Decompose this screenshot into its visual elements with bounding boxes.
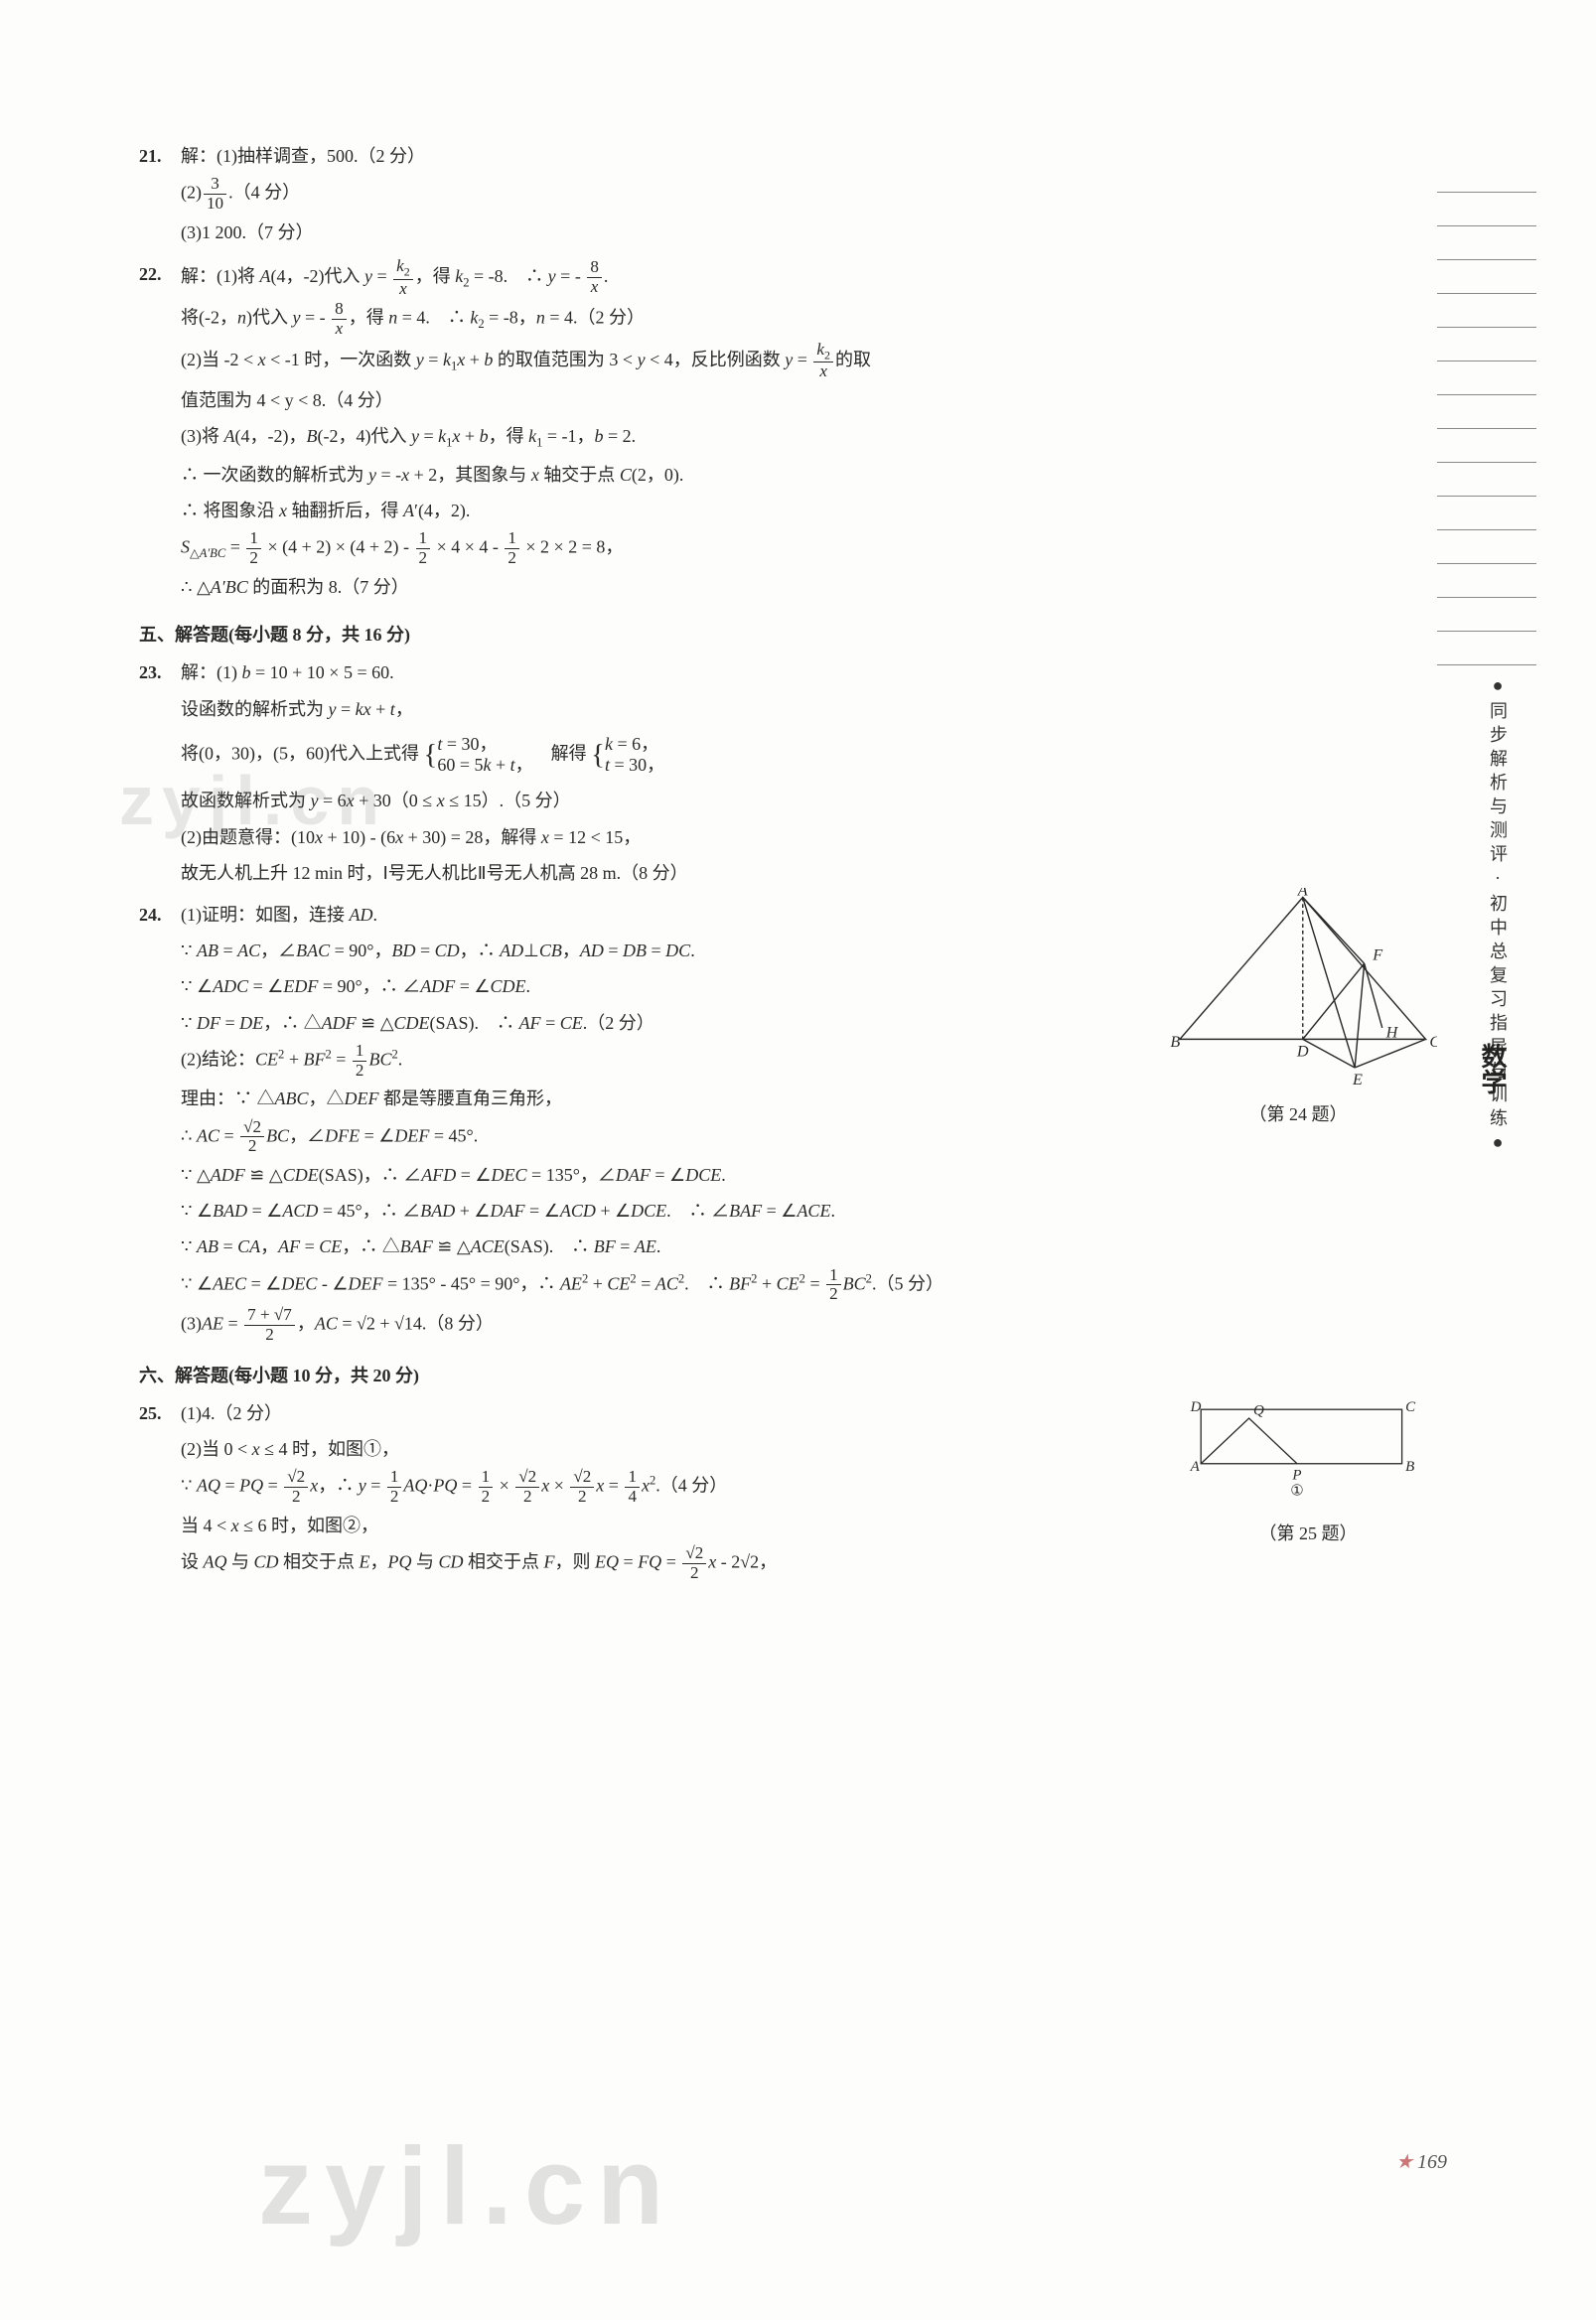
solution-line: (2)当 -2 < x < -1 时，一次函数 y = k1x + b 的取值范… — [181, 341, 1397, 381]
solution-line: 理由：∵ △ABC，△DEF 都是等腰直角三角形， — [181, 1082, 1119, 1115]
svg-text:C: C — [1429, 1033, 1437, 1051]
solution-line: (3)1 200.（7 分） — [181, 216, 1397, 249]
solution-line: 设 AQ 与 CD 相交于点 E，PQ 与 CD 相交于点 F，则 EQ = F… — [181, 1544, 1129, 1583]
solution-line: 故无人机上升 12 min 时，Ⅰ号无人机比Ⅱ号无人机高 28 m.（8 分） — [181, 856, 1397, 890]
page-number: ★169 — [1395, 2143, 1447, 2181]
solution-line: (2)由题意得：(10x + 10) - (6x + 30) = 28，解得 x… — [181, 820, 1397, 854]
solution-line: ∴ AC = √22BC，∠DFE = ∠DEF = 45°. — [181, 1118, 1119, 1157]
svg-text:H: H — [1385, 1023, 1399, 1041]
svg-text:A: A — [1297, 888, 1308, 900]
problem-25: 25. (1)4.（2 分） (2)当 0 < x ≤ 4 时，如图①， ∵ A… — [139, 1396, 1397, 1585]
page-content: 21. 解：(1)抽样调查，500.（2 分） (2)310.（4 分） (3)… — [0, 0, 1596, 1651]
solution-line: ∵ ∠BAD = ∠ACD = 45°，∴ ∠BAD + ∠DAF = ∠ACD… — [181, 1194, 1119, 1228]
problem-21: 21. 解：(1)抽样调查，500.（2 分） (2)310.（4 分） (3)… — [139, 139, 1397, 251]
solution-line: ∵ AB = CA，AF = CE，∴ △BAF ≌ △ACE(SAS). ∴ … — [181, 1230, 1119, 1263]
solution-line: ∴ △A′BC 的面积为 8.（7 分） — [181, 570, 1397, 604]
side-subject: 数学 — [1487, 1043, 1517, 1094]
solution-line: (1)证明：如图，连接 AD. — [181, 898, 1119, 932]
solution-line: 解：(1) b = 10 + 10 × 5 = 60. — [181, 655, 1397, 689]
problem-number: 23. — [139, 655, 181, 892]
section-heading-6: 六、解答题(每小题 10 分，共 20 分) — [139, 1359, 1397, 1392]
watermark: zyjl.cn — [258, 2083, 675, 2290]
solution-line: ∵ AB = AC，∠BAC = 90°，BD = CD，∴ AD⊥CB，AD … — [181, 934, 1119, 967]
figure-caption: （第 25 题） — [1179, 1517, 1437, 1550]
solution-line: (3)AE = 7 + √72，AC = √2 + √14.（8 分） — [181, 1306, 1119, 1345]
svg-text:Q: Q — [1253, 1403, 1264, 1419]
problem-22: 22. 解：(1)将 A(4，-2)代入 y = k2x，得 k2 = -8. … — [139, 257, 1397, 606]
svg-text:B: B — [1405, 1459, 1414, 1475]
star-icon: ★ — [1395, 2143, 1413, 2181]
section-heading-5: 五、解答题(每小题 8 分，共 16 分) — [139, 618, 1397, 652]
solution-line: 值范围为 4 < y < 8.（4 分） — [181, 383, 1397, 417]
triangle-diagram-icon: A B C D E F H — [1159, 888, 1437, 1087]
svg-text:E: E — [1352, 1071, 1363, 1087]
solution-line: ∵ DF = DE，∴ △ADF ≌ △CDE(SAS). ∴ AF = CE.… — [181, 1006, 1119, 1040]
solution-line: S△A′BC = 12 × (4 + 2) × (4 + 2) - 12 × 4… — [181, 529, 1397, 568]
problem-23: 23. 解：(1) b = 10 + 10 × 5 = 60. 设函数的解析式为… — [139, 655, 1397, 892]
svg-text:C: C — [1405, 1399, 1416, 1415]
figure-24: A B C D E F H （第 24 题） — [1159, 888, 1437, 1131]
margin-rule-lines — [1437, 159, 1536, 665]
problem-24: 24. (1)证明：如图，连接 AD. ∵ AB = AC，∠BAC = 90°… — [139, 898, 1397, 1347]
figure-25: A B C D P Q ① （第 25 题） — [1179, 1396, 1437, 1550]
problem-number: 21. — [139, 139, 181, 251]
rectangle-diagram-icon: A B C D P Q ① — [1179, 1396, 1437, 1506]
svg-text:F: F — [1372, 945, 1383, 963]
solution-line: 将(-2，n)代入 y = - 8x，得 n = 4. ∴ k2 = -8，n … — [181, 300, 1397, 339]
solution-line: (1)4.（2 分） — [181, 1396, 1129, 1430]
svg-text:B: B — [1170, 1033, 1180, 1051]
solution-line: ∴ 将图象沿 x 轴翻折后，得 A′(4，2). — [181, 494, 1397, 527]
svg-text:A: A — [1190, 1459, 1201, 1475]
solution-line: (2)当 0 < x ≤ 4 时，如图①， — [181, 1432, 1129, 1466]
solution-line: 设函数的解析式为 y = kx + t， — [181, 692, 1397, 726]
problem-number: 25. — [139, 1396, 181, 1585]
figure-caption: （第 24 题） — [1159, 1097, 1437, 1131]
solution-line: ∵ ∠ADC = ∠EDF = 90°，∴ ∠ADF = ∠CDE. — [181, 969, 1119, 1003]
problem-number: 22. — [139, 257, 181, 606]
solution-line: (2)310.（4 分） — [181, 175, 1397, 214]
solution-line: ∵ △ADF ≌ △CDE(SAS)，∴ ∠AFD = ∠DEC = 135°，… — [181, 1158, 1119, 1192]
solution-line: 故函数解析式为 y = 6x + 30（0 ≤ x ≤ 15）.（5 分） — [181, 784, 1397, 817]
solution-line: ∵ ∠AEC = ∠DEC - ∠DEF = 135° - 45° = 90°，… — [181, 1266, 1119, 1305]
svg-text:①: ① — [1290, 1483, 1303, 1499]
solution-line: (2)结论：CE2 + BF2 = 12BC2. — [181, 1042, 1119, 1081]
solution-line: (3)将 A(4，-2)，B(-2，4)代入 y = k1x + b，得 k1 … — [181, 419, 1397, 456]
solution-line: 当 4 < x ≤ 6 时，如图②， — [181, 1509, 1129, 1542]
page-number-value: 169 — [1417, 2151, 1447, 2173]
solution-line: ∵ AQ = PQ = √22x，∴ y = 12AQ·PQ = 12 × √2… — [181, 1468, 1129, 1507]
svg-text:D: D — [1296, 1042, 1309, 1060]
svg-text:D: D — [1190, 1399, 1202, 1415]
solution-line: 解：(1)将 A(4，-2)代入 y = k2x，得 k2 = -8. ∴ y … — [181, 257, 1397, 298]
svg-text:P: P — [1291, 1468, 1301, 1484]
solution-line: 将(0，30)，(5，60)代入上式得 {t = 30，60 = 5k + t，… — [181, 728, 1397, 783]
problem-number: 24. — [139, 898, 181, 1347]
solution-line: 解：(1)抽样调查，500.（2 分） — [181, 139, 1397, 173]
solution-line: ∴ 一次函数的解析式为 y = -x + 2，其图象与 x 轴交于点 C(2，0… — [181, 458, 1397, 492]
